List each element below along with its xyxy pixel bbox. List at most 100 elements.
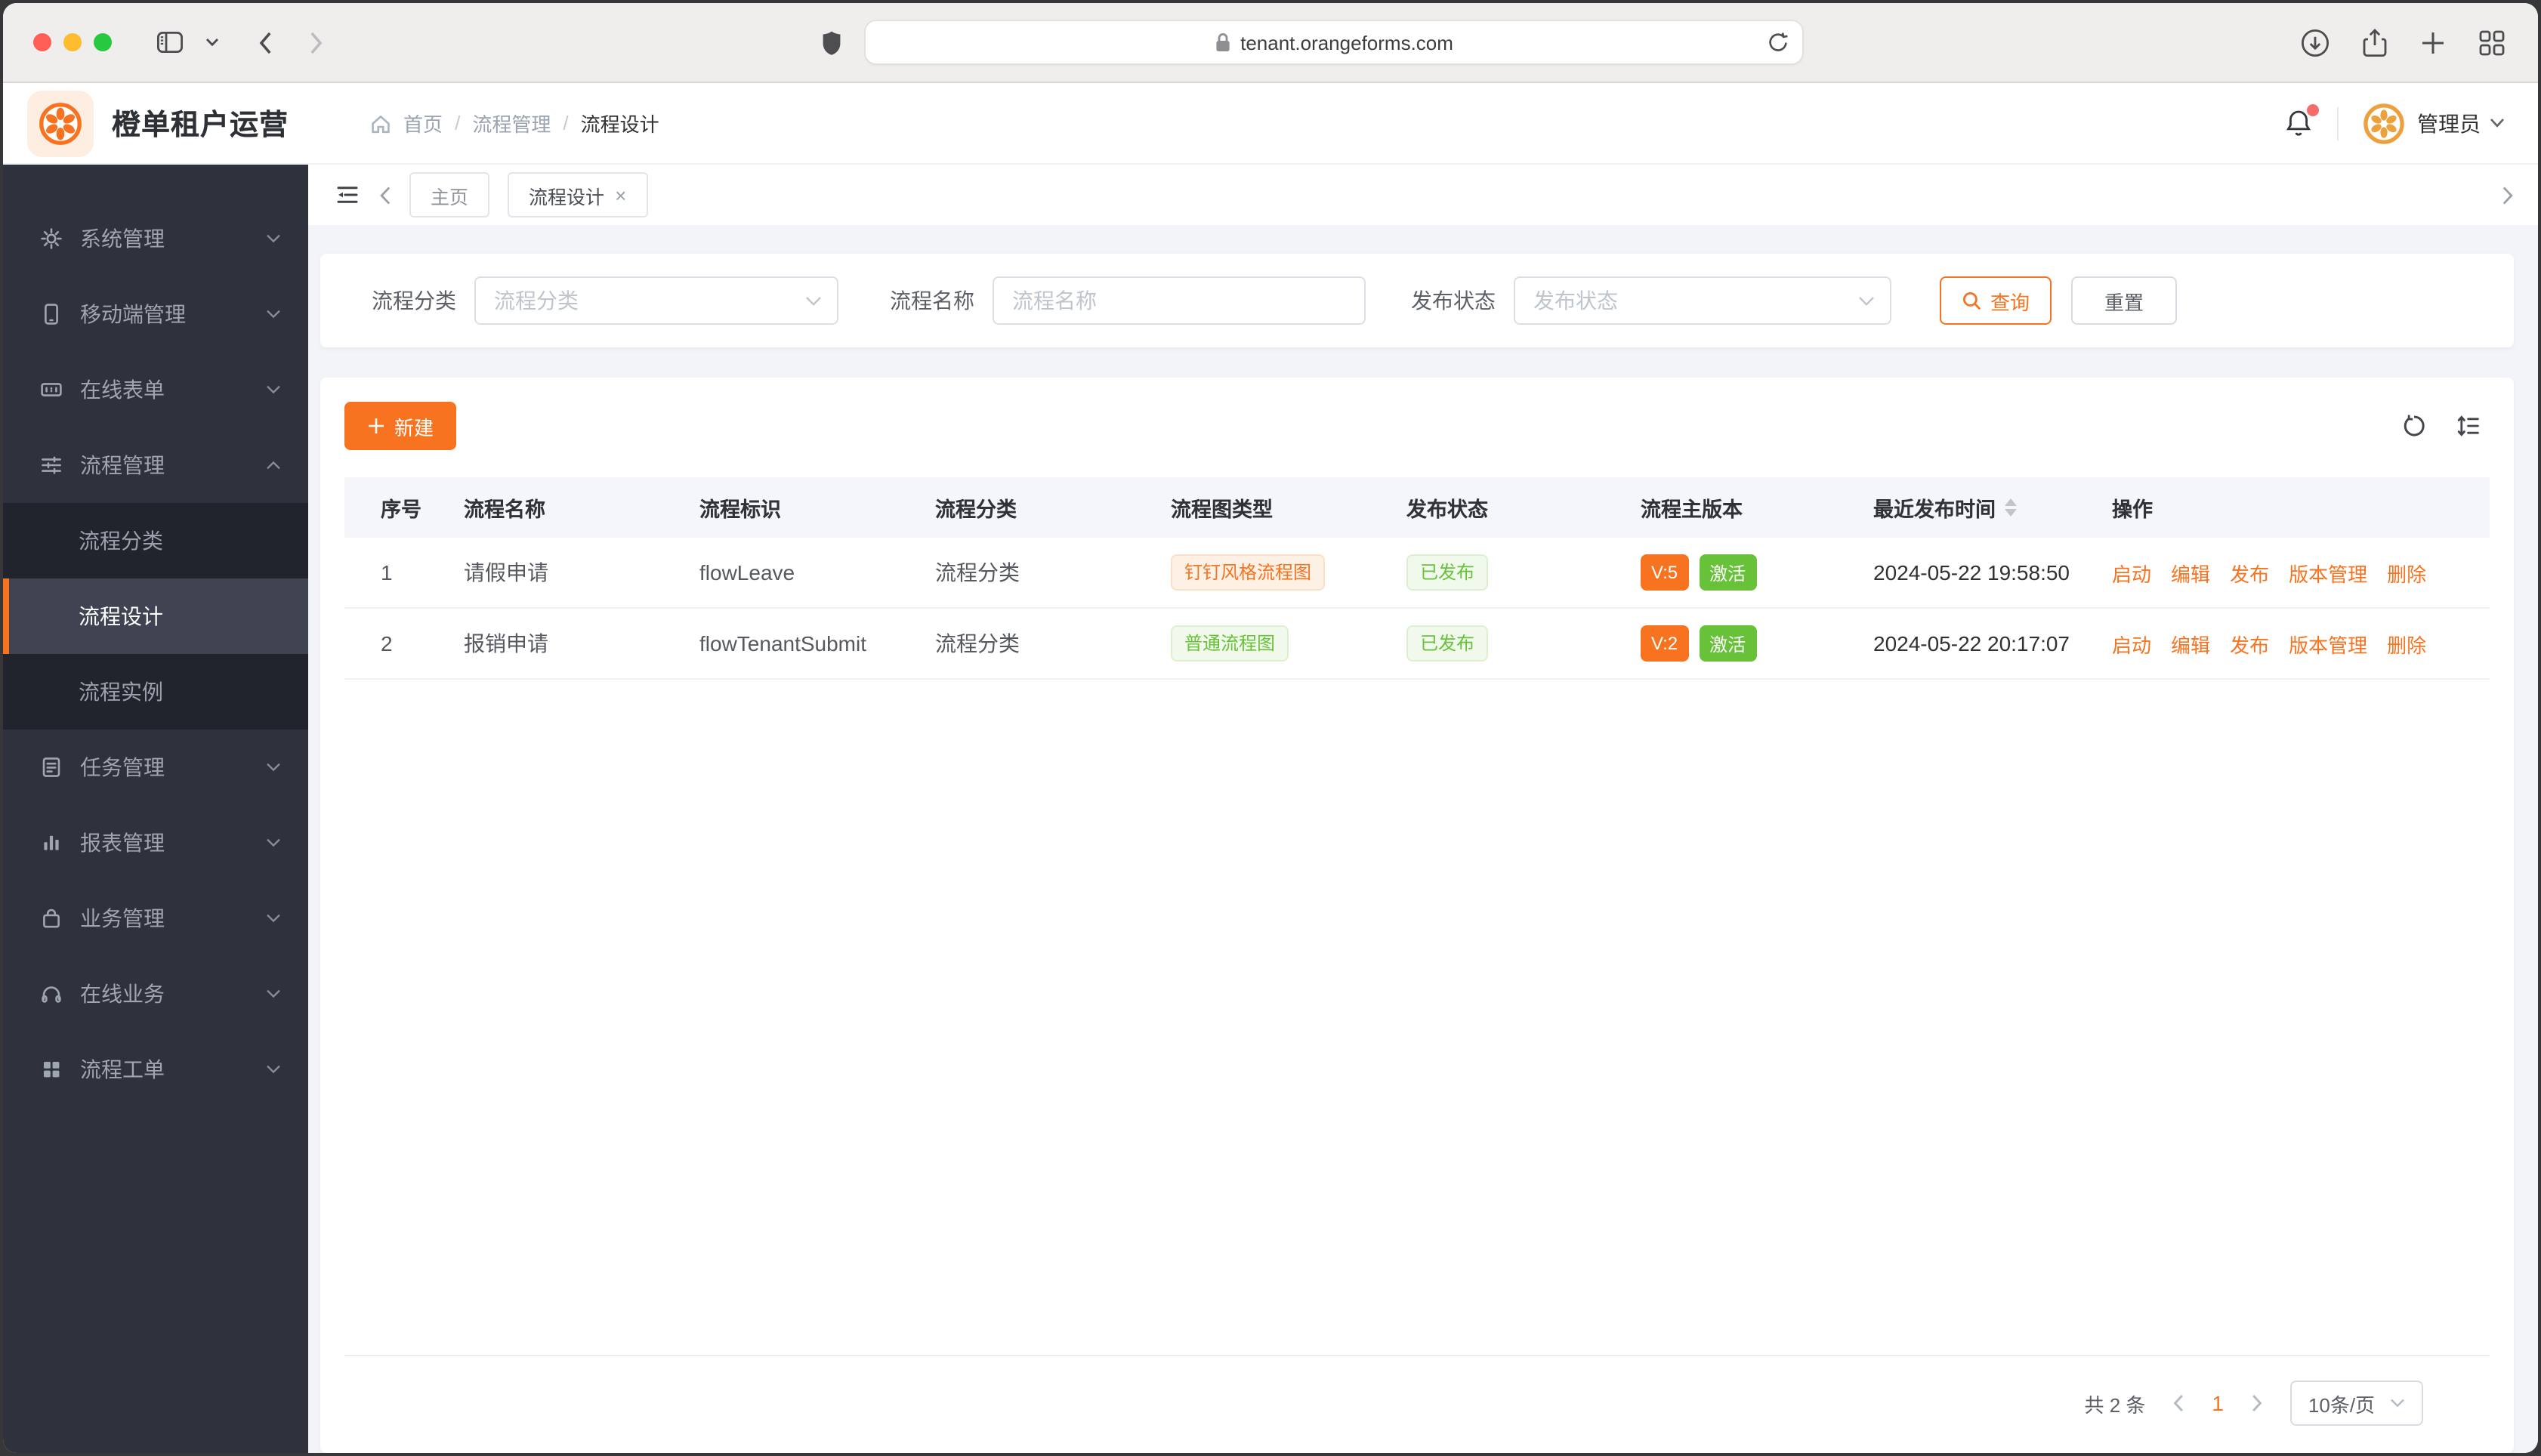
new-tab-icon[interactable] <box>2420 29 2446 55</box>
minimize-window-button[interactable] <box>63 33 82 51</box>
tab-list-icon[interactable] <box>335 183 360 207</box>
version-tag: V:2 <box>1641 625 1689 662</box>
avatar[interactable] <box>2363 102 2405 144</box>
chevron-down-icon <box>266 310 281 319</box>
start-link[interactable]: 启动 <box>2112 634 2152 656</box>
forward-button[interactable] <box>308 29 325 55</box>
tab-overview-icon[interactable] <box>2479 29 2505 55</box>
chevron-down-icon <box>1858 295 1875 306</box>
status-select[interactable]: 发布状态 <box>1514 276 1891 325</box>
page-size-select[interactable]: 10条/页 <box>2290 1380 2423 1426</box>
cell-published-at: 2024-05-22 19:58:50 <box>1873 560 2070 585</box>
header-actions: 管理员 <box>2284 102 2505 144</box>
bar-chart-icon <box>39 831 63 855</box>
delete-link[interactable]: 删除 <box>2387 634 2427 656</box>
page-number[interactable]: 1 <box>2212 1391 2224 1415</box>
sidebar-item-label: 流程工单 <box>80 1057 165 1081</box>
breadcrumb-section[interactable]: 流程管理 <box>472 113 551 136</box>
tab-home[interactable]: 主页 <box>409 172 490 217</box>
prev-page-icon[interactable] <box>2172 1394 2184 1412</box>
publish-link[interactable]: 发布 <box>2230 634 2270 656</box>
edit-link[interactable]: 编辑 <box>2171 634 2211 656</box>
process-table: 序号 流程名称 流程标识 流程分类 流程图类型 发布状态 流程主版本 最近发布时… <box>344 477 2490 1356</box>
col-header-index: 序号 <box>381 498 421 521</box>
edit-link[interactable]: 编辑 <box>2171 563 2211 585</box>
refresh-icon[interactable] <box>2402 414 2426 438</box>
sort-carets-icon[interactable] <box>2005 498 2017 517</box>
tab-process-design[interactable]: 流程设计 × <box>508 172 648 217</box>
back-button[interactable] <box>257 29 273 55</box>
sidebar-subitem-label: 流程分类 <box>79 529 163 553</box>
reset-button[interactable]: 重置 <box>2071 276 2177 325</box>
sliders-icon <box>39 453 63 477</box>
notifications-button[interactable] <box>2284 103 2319 138</box>
sidebar-item-process-design[interactable]: 流程设计 <box>3 578 308 654</box>
publish-link[interactable]: 发布 <box>2230 563 2270 585</box>
active-tag: 激活 <box>1699 625 1757 662</box>
sidebar-subitem-label: 流程实例 <box>79 680 163 704</box>
table-toolbar: 新建 <box>344 402 2490 450</box>
sidebar-item-report-management[interactable]: 报表管理 <box>3 805 308 881</box>
breadcrumb-home[interactable]: 首页 <box>403 113 443 136</box>
sidebar-toggle-icon[interactable] <box>157 32 183 53</box>
sidebar-item-process-category[interactable]: 流程分类 <box>3 503 308 578</box>
sidebar-item-mobile[interactable]: 移动端管理 <box>3 276 308 352</box>
sidebar-item-online-form[interactable]: 在线表单 <box>3 352 308 427</box>
privacy-shield-icon[interactable] <box>822 29 841 55</box>
search-button[interactable]: 查询 <box>1940 276 2052 325</box>
app-logo <box>27 90 94 156</box>
url-bar[interactable]: tenant.orangeforms.com <box>864 20 1804 65</box>
sidebar-menu-chevron-icon[interactable] <box>205 38 219 47</box>
gear-icon <box>39 227 63 251</box>
next-page-icon[interactable] <box>2251 1394 2263 1412</box>
reload-icon[interactable] <box>1768 32 1789 53</box>
tab-scroll-right-icon[interactable] <box>2502 185 2514 205</box>
sidebar-item-online-business[interactable]: 在线业务 <box>3 956 308 1032</box>
sidebar-item-process-ticket[interactable]: 流程工单 <box>3 1032 308 1107</box>
sidebar-item-task-management[interactable]: 任务管理 <box>3 730 308 805</box>
table-card: 新建 序号 流程名称 流程标识 <box>320 378 2514 1453</box>
table-row: 2 报销申请 flowTenantSubmit 流程分类 普通流程图 已发布 V… <box>344 609 2490 680</box>
bell-icon <box>2286 110 2311 135</box>
col-header-published-at[interactable]: 最近发布时间 <box>1873 492 2112 523</box>
tab-scroll-left-icon[interactable] <box>379 185 391 205</box>
user-name[interactable]: 管理员 <box>2417 111 2481 135</box>
close-window-button[interactable] <box>33 33 51 51</box>
delete-link[interactable]: 删除 <box>2387 563 2427 585</box>
category-select-placeholder: 流程分类 <box>494 288 579 313</box>
app-title: 橙单租户运营 <box>112 110 289 142</box>
cell-published-at: 2024-05-22 20:17:07 <box>1873 631 2070 656</box>
form-icon <box>39 378 63 402</box>
notification-dot <box>2307 103 2319 116</box>
share-icon[interactable] <box>2363 28 2387 57</box>
category-select[interactable]: 流程分类 <box>474 276 838 325</box>
sidebar-item-label: 流程管理 <box>80 453 165 477</box>
sidebar-item-system[interactable]: 系统管理 <box>3 201 308 276</box>
create-button[interactable]: 新建 <box>344 402 457 450</box>
downloads-icon[interactable] <box>2301 28 2330 57</box>
close-tab-icon[interactable]: × <box>615 184 627 206</box>
sidebar-item-label: 在线业务 <box>80 982 165 1006</box>
search-icon <box>1962 290 1983 311</box>
headset-icon <box>39 982 63 1006</box>
sidebar-item-label: 业务管理 <box>80 906 165 930</box>
plus-icon <box>367 417 385 435</box>
status-filter-label: 发布状态 <box>1411 288 1496 313</box>
start-link[interactable]: 启动 <box>2112 563 2152 585</box>
cell-category: 流程分类 <box>935 631 1020 656</box>
sidebar-item-process-management[interactable]: 流程管理 <box>3 427 308 503</box>
sidebar-subitem-label: 流程设计 <box>79 604 163 628</box>
name-filter-label: 流程名称 <box>890 288 974 313</box>
sidebar: 系统管理 移动端管理 在线表单 流程管理 <box>3 165 308 1453</box>
process-name-input[interactable] <box>993 276 1366 325</box>
version-management-link[interactable]: 版本管理 <box>2289 563 2368 585</box>
user-menu-chevron-icon[interactable] <box>2490 118 2505 128</box>
version-management-link[interactable]: 版本管理 <box>2289 634 2368 656</box>
table-header-row: 序号 流程名称 流程标识 流程分类 流程图类型 发布状态 流程主版本 最近发布时… <box>344 477 2490 538</box>
fullscreen-window-button[interactable] <box>94 33 112 51</box>
row-height-icon[interactable] <box>2456 414 2481 438</box>
pagination: 共 2 条 1 10条/页 <box>344 1356 2490 1429</box>
sidebar-item-business-management[interactable]: 业务管理 <box>3 881 308 956</box>
sidebar-item-process-instance[interactable]: 流程实例 <box>3 654 308 730</box>
